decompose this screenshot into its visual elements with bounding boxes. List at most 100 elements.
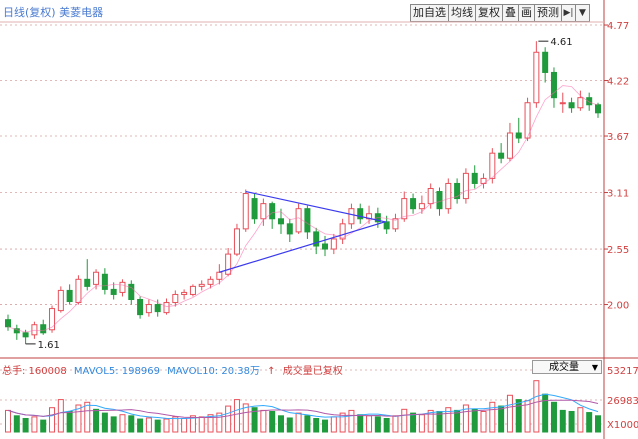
volume-adjusted-note: 成交量已复权 xyxy=(282,366,343,377)
candle-body xyxy=(348,208,355,225)
candle-body xyxy=(181,291,188,295)
candle-body xyxy=(277,218,284,225)
volume-bar xyxy=(198,416,205,433)
price-tick-label: 3.67 xyxy=(607,132,629,143)
volume-tick-label: 53217 xyxy=(607,366,638,377)
volume-bar xyxy=(242,403,249,433)
high-label: 4.61 xyxy=(550,37,572,48)
chart-title: 日线(复权) 美菱电器 xyxy=(3,6,104,19)
volume-bar xyxy=(542,393,549,433)
candle-body xyxy=(84,278,91,287)
volume-tick-label: X1000 xyxy=(607,420,638,431)
candle-body xyxy=(295,208,302,233)
volume-bar xyxy=(313,418,320,433)
candle-body xyxy=(101,273,108,290)
volume-bar xyxy=(445,407,452,433)
candle-body xyxy=(339,223,346,240)
candle-body xyxy=(304,208,311,233)
volume-bar xyxy=(216,412,223,433)
price-tick-label: 2.00 xyxy=(607,301,629,312)
volume-bar xyxy=(189,415,196,433)
candle-body xyxy=(542,51,549,73)
candle-body xyxy=(225,253,232,275)
candle-body xyxy=(216,271,223,280)
volume-bar xyxy=(550,401,557,433)
candle-body xyxy=(410,198,417,210)
mavol10-line xyxy=(7,399,599,418)
price-tick-label: 4.22 xyxy=(607,77,629,88)
volume-bar xyxy=(145,417,152,433)
volume-bar xyxy=(5,409,11,433)
candle-body xyxy=(586,97,593,106)
volume-bar xyxy=(22,418,29,433)
volume-bar xyxy=(577,407,584,433)
volume-bar xyxy=(506,394,513,433)
candle-body xyxy=(40,324,47,334)
volume-bar xyxy=(392,415,399,433)
volume-bar xyxy=(418,414,425,433)
candle-body xyxy=(436,191,443,210)
volume-bar xyxy=(339,412,346,433)
volume-bar xyxy=(269,410,276,433)
ma-line xyxy=(7,85,599,333)
volume-bar xyxy=(277,415,284,433)
volume-bar xyxy=(348,409,355,433)
volume-bar xyxy=(330,416,337,433)
candle-body xyxy=(383,221,390,230)
candle-body xyxy=(198,283,205,287)
volume-bar xyxy=(110,416,117,433)
volume-bar xyxy=(304,415,311,433)
candle-body xyxy=(313,231,320,247)
candle-body xyxy=(137,299,144,316)
price-tick-label: 4.77 xyxy=(607,21,629,32)
volume-bar xyxy=(119,414,126,433)
candle-body xyxy=(595,104,601,114)
volume-bar xyxy=(462,404,469,433)
volume-bar xyxy=(515,399,522,433)
volume-dropdown-label: 成交量 xyxy=(549,362,579,373)
volume-indicator-dropdown[interactable]: 成交量 ▼ xyxy=(532,360,602,374)
candle-body xyxy=(5,319,11,328)
volume-bar xyxy=(163,418,170,433)
volume-bar xyxy=(75,404,82,433)
candle-body xyxy=(22,332,29,338)
chevron-down-icon: ▼ xyxy=(591,363,598,372)
mavol5-label: MAVOL5: 198969 xyxy=(73,366,160,377)
candle-body xyxy=(154,304,161,313)
candle-body xyxy=(515,132,522,139)
add-watchlist-button[interactable]: 加自选 xyxy=(410,4,449,22)
candle-body xyxy=(418,203,425,210)
candle-body xyxy=(462,172,469,200)
volume-bar xyxy=(181,418,188,433)
volume-bar xyxy=(251,407,258,433)
candle-body xyxy=(49,308,56,331)
candle-body xyxy=(128,283,135,301)
volume-tick-label: 26983 xyxy=(607,396,638,407)
candle-body xyxy=(242,193,249,230)
candle-body xyxy=(524,102,531,139)
volume-bar xyxy=(128,415,135,433)
candle-body xyxy=(577,97,584,109)
candle-body xyxy=(145,304,152,314)
mavol5-line xyxy=(7,393,599,420)
volume-bar xyxy=(260,409,267,433)
candle-body xyxy=(110,288,117,295)
volume-bar xyxy=(225,405,232,433)
triangle-pattern xyxy=(219,190,388,273)
volume-bar xyxy=(154,419,161,433)
candle-body xyxy=(93,271,100,285)
volume-bar xyxy=(40,419,47,433)
candle-body xyxy=(260,203,267,220)
candle-body xyxy=(172,293,179,304)
price-tick-label: 2.55 xyxy=(607,245,629,256)
volume-bar xyxy=(568,410,575,433)
arrow-label: ↑ xyxy=(267,366,276,377)
volume-bar xyxy=(357,414,364,433)
volume-bar xyxy=(374,416,381,433)
volume-bar xyxy=(586,412,593,433)
volume-bar xyxy=(295,412,302,433)
volume-bar xyxy=(533,380,540,433)
volume-bar xyxy=(137,418,144,433)
candle-body xyxy=(330,238,337,250)
